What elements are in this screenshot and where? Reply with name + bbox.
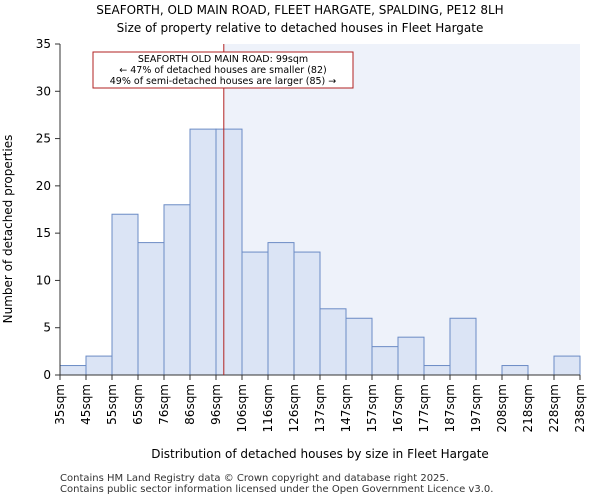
bar-45sqm xyxy=(85,355,113,376)
x-tick-label-177sqm: 177sqm xyxy=(417,384,431,432)
annotation-line-1: SEAFORTH OLD MAIN ROAD: 99sqm xyxy=(138,54,308,65)
x-tick-label-167sqm: 167sqm xyxy=(391,384,405,432)
x-tick-label-45sqm: 45sqm xyxy=(79,384,93,425)
bar-96sqm xyxy=(215,128,243,376)
x-tick-label-157sqm: 157sqm xyxy=(365,384,379,432)
x-axis-label: Distribution of detached houses by size … xyxy=(151,447,489,461)
bar-86sqm xyxy=(189,128,217,376)
plot-area: 0 5 10 15 20 25 30 35 35sqm 45sqm 55sqm 65sqm 76sqm 8… xyxy=(36,37,587,432)
bar-187sqm xyxy=(449,317,477,376)
annotation-line-3: 49% of semi-detached houses are larger (… xyxy=(110,76,337,87)
y-tick-label-30: 30 xyxy=(36,84,51,98)
x-tick-label-86sqm: 86sqm xyxy=(183,384,197,425)
x-tick-label-238sqm: 238sqm xyxy=(573,384,587,432)
y-tick-label-10: 10 xyxy=(36,273,51,287)
x-tick-label-65sqm: 65sqm xyxy=(131,384,145,425)
annotation-box xyxy=(92,51,354,89)
x-tick-label-187sqm: 187sqm xyxy=(443,384,457,432)
bar-137sqm xyxy=(319,308,347,376)
bar-147sqm xyxy=(345,317,373,376)
y-tick-label-35: 35 xyxy=(36,37,51,51)
bar-76sqm xyxy=(163,204,191,376)
y-tick-label-15: 15 xyxy=(36,226,51,240)
bar-208sqm xyxy=(501,365,529,376)
bar-106sqm xyxy=(241,251,269,376)
chart-title: SEAFORTH, OLD MAIN ROAD, FLEET HARGATE, … xyxy=(96,3,503,17)
bar-126sqm xyxy=(293,251,321,376)
x-tick-label-147sqm: 147sqm xyxy=(339,384,353,432)
x-tick-label-208sqm: 208sqm xyxy=(495,384,509,432)
x-tick-label-218sqm: 218sqm xyxy=(521,384,535,432)
y-tick-label-0: 0 xyxy=(43,368,51,382)
bar-167sqm xyxy=(397,336,425,376)
annotation-line-2: ← 47% of detached houses are smaller (82… xyxy=(119,65,326,76)
x-tick-label-76sqm: 76sqm xyxy=(157,384,171,425)
x-tick-label-228sqm: 228sqm xyxy=(547,384,561,432)
bar-228sqm xyxy=(553,355,581,376)
bar-157sqm xyxy=(371,346,399,376)
chart-subtitle: Size of property relative to detached ho… xyxy=(117,21,484,35)
footer-licence: Contains public sector information licen… xyxy=(60,484,494,495)
x-tick-label-116sqm: 116sqm xyxy=(261,384,275,432)
bar-35sqm xyxy=(59,365,87,376)
y-axis-label: Number of detached properties xyxy=(1,135,15,324)
bar-116sqm xyxy=(267,242,295,376)
x-tick-label-137sqm: 137sqm xyxy=(313,384,327,432)
x-tick-label-55sqm: 55sqm xyxy=(105,384,119,425)
x-tick-label-96sqm: 96sqm xyxy=(209,384,223,425)
y-tick-label-25: 25 xyxy=(36,132,51,146)
bar-177sqm xyxy=(423,365,451,376)
x-tick-label-35sqm: 35sqm xyxy=(53,384,67,425)
y-tick-label-20: 20 xyxy=(36,179,51,193)
bar-65sqm xyxy=(137,242,165,376)
y-tick-label-5: 5 xyxy=(43,321,51,335)
footer-copyright: Contains HM Land Registry data © Crown c… xyxy=(60,473,449,484)
bar-55sqm xyxy=(111,213,139,376)
x-tick-label-106sqm: 106sqm xyxy=(235,384,249,432)
x-tick-label-197sqm: 197sqm xyxy=(469,384,483,432)
x-tick-label-126sqm: 126sqm xyxy=(287,384,301,432)
